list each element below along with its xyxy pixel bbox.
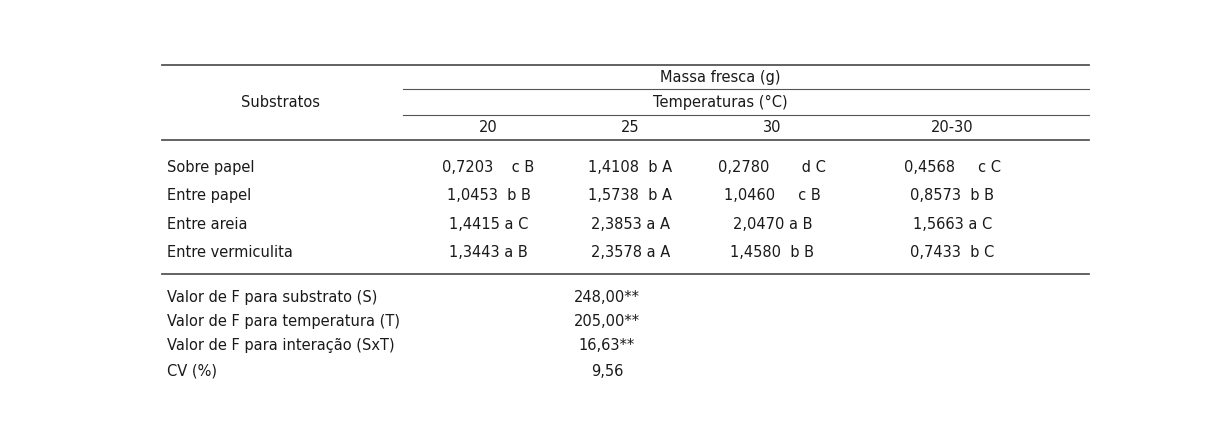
Text: 0,7203    c B: 0,7203 c B (442, 160, 535, 175)
Text: Entre areia: Entre areia (167, 217, 248, 232)
Text: 205,00**: 205,00** (574, 314, 640, 329)
Text: 2,0470 a B: 2,0470 a B (733, 217, 812, 232)
Text: 9,56: 9,56 (591, 364, 623, 379)
Text: Valor de F para substrato (S): Valor de F para substrato (S) (167, 290, 377, 305)
Text: 0,8573  b B: 0,8573 b B (910, 188, 994, 203)
Text: 20: 20 (479, 120, 498, 135)
Text: 248,00**: 248,00** (574, 290, 640, 305)
Text: Temperaturas (°C): Temperaturas (°C) (653, 95, 788, 110)
Text: 2,3578 a A: 2,3578 a A (591, 245, 670, 260)
Text: Massa fresca (g): Massa fresca (g) (661, 70, 780, 85)
Text: 1,5738  b A: 1,5738 b A (589, 188, 673, 203)
Text: 1,4108  b A: 1,4108 b A (589, 160, 673, 175)
Text: Entre vermiculita: Entre vermiculita (167, 245, 293, 260)
Text: 0,2780       d C: 0,2780 d C (718, 160, 827, 175)
Text: 1,4580  b B: 1,4580 b B (730, 245, 814, 260)
Text: 1,0453  b B: 1,0453 b B (447, 188, 530, 203)
Text: 1,0460     c B: 1,0460 c B (724, 188, 821, 203)
Text: 2,3853 a A: 2,3853 a A (591, 217, 670, 232)
Text: 1,5663 a C: 1,5663 a C (912, 217, 991, 232)
Text: Valor de F para interação (SxT): Valor de F para interação (SxT) (167, 338, 394, 353)
Text: Substratos: Substratos (241, 95, 320, 111)
Text: 16,63**: 16,63** (579, 338, 635, 353)
Text: 30: 30 (763, 120, 781, 135)
Text: 0,4568     c C: 0,4568 c C (904, 160, 1001, 175)
Text: 1,3443 a B: 1,3443 a B (449, 245, 527, 260)
Text: CV (%): CV (%) (167, 364, 217, 379)
Text: 1,4415 a C: 1,4415 a C (449, 217, 529, 232)
Text: Entre papel: Entre papel (167, 188, 252, 203)
Text: Valor de F para temperatura (T): Valor de F para temperatura (T) (167, 314, 399, 329)
Text: 0,7433  b C: 0,7433 b C (910, 245, 994, 260)
Text: 20-30: 20-30 (930, 120, 973, 135)
Text: Sobre papel: Sobre papel (167, 160, 254, 175)
Text: 25: 25 (621, 120, 640, 135)
